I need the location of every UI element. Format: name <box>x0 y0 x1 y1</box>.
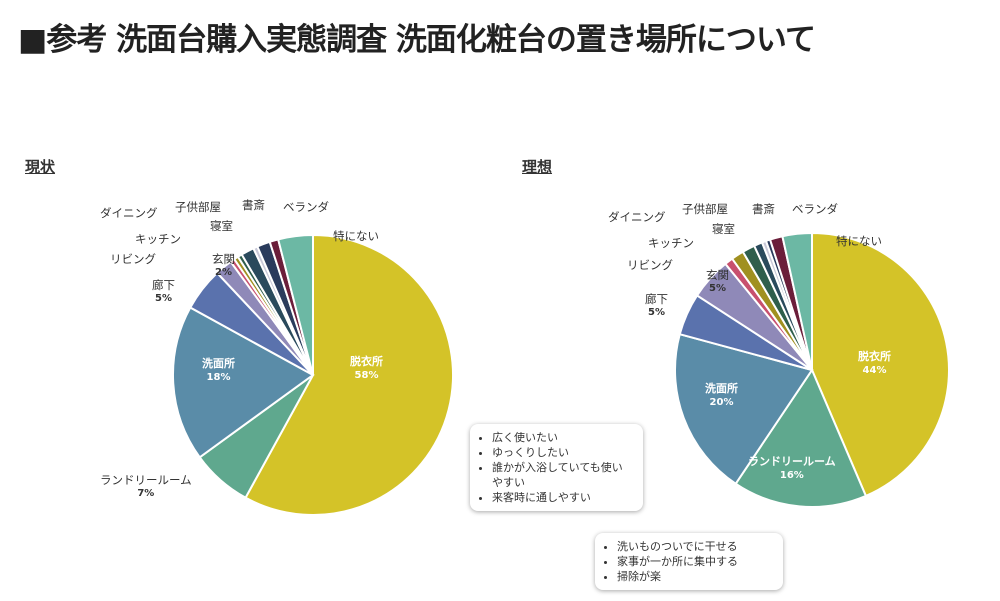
pie-slice-脱衣所 <box>811 231 950 498</box>
label: 脱衣所 58% <box>350 355 383 381</box>
callout-item: 広く使いたい <box>492 430 633 445</box>
page-title: ■参考 洗面台購入実態調査 洗面化粧台の置き場所について <box>18 22 816 58</box>
label: 洗面所 18% <box>202 357 235 383</box>
label: ダイニング <box>608 210 666 224</box>
callout-item: 家事が一か所に集中する <box>617 554 773 569</box>
label: 廊下 5% <box>152 278 175 304</box>
label: ベランダ <box>792 202 838 216</box>
label: キッチン <box>135 232 181 246</box>
callout-item: 来客時に通しやすい <box>492 490 633 505</box>
label: 書斎 <box>752 202 775 216</box>
pie-slice-特にない <box>781 231 813 371</box>
label: 寝室 <box>712 222 735 236</box>
pie-slice-特にない <box>276 233 314 376</box>
callout-item: 誰かが入浴していても使いやすい <box>492 460 633 490</box>
label: リビング <box>627 258 673 272</box>
label: ランドリールーム 7% <box>100 473 192 499</box>
pie-slice-脱衣所 <box>244 233 454 516</box>
label: 脱衣所 44% <box>858 350 891 376</box>
label: ダイニング <box>100 206 158 220</box>
callout-item: ゆっくりしたい <box>492 445 633 460</box>
chart-title-current: 現状 <box>25 158 56 176</box>
label: 特にない <box>836 234 882 248</box>
callout-item: 洗いものついでに干せる <box>617 539 773 554</box>
label: リビング <box>110 252 156 266</box>
pie-slice-洗面所 <box>674 332 814 486</box>
label: 子供部屋 <box>175 200 221 214</box>
label: 子供部屋 <box>682 202 728 216</box>
pie-slice-ランドリールーム <box>734 367 868 508</box>
label: ベランダ <box>283 200 329 214</box>
label: 書斎 <box>242 198 265 212</box>
chart-title-ideal: 理想 <box>522 158 553 176</box>
label: ランドリールーム 16% <box>748 455 836 481</box>
label: 洗面所 20% <box>705 382 738 408</box>
label: 寝室 <box>210 219 233 233</box>
label: キッチン <box>648 236 694 250</box>
callout-item: 掃除が楽 <box>617 569 773 584</box>
label: 廊下 5% <box>645 292 668 318</box>
pie-slice-洗面所 <box>172 306 315 459</box>
label: 玄関 2% <box>212 252 235 278</box>
label: 玄関 5% <box>706 268 729 294</box>
callout-senmenjo: 広く使いたい ゆっくりしたい 誰かが入浴していても使いやすい 来客時に通しやすい <box>470 424 643 511</box>
label: 特にない <box>333 229 379 243</box>
callout-laundry: 洗いものついでに干せる 家事が一か所に集中する 掃除が楽 <box>595 533 783 590</box>
